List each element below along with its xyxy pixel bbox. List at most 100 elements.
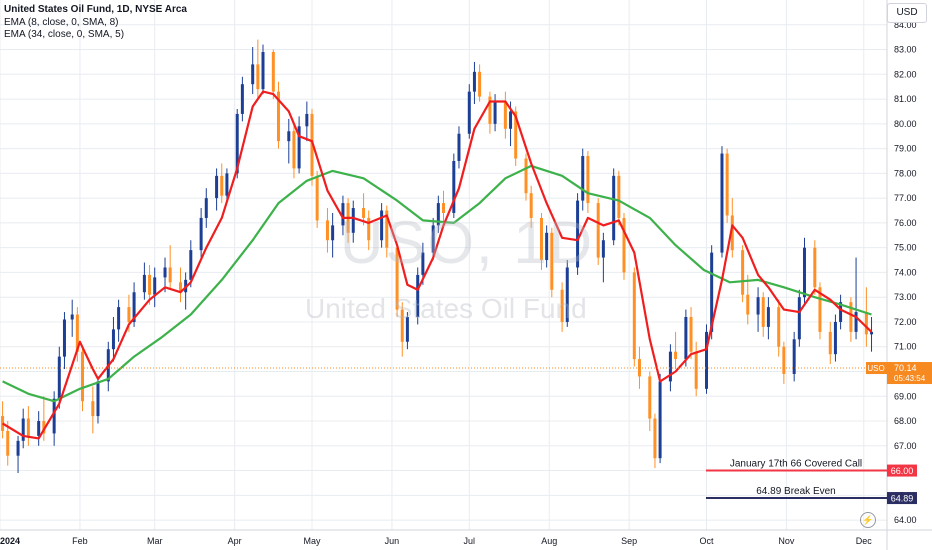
candle-body xyxy=(75,314,79,352)
candle-body xyxy=(730,215,734,251)
candle-body xyxy=(514,111,518,159)
lightning-icon[interactable]: ⚡ xyxy=(860,512,876,528)
x-tick-label: Mar xyxy=(147,536,163,546)
candle-body xyxy=(57,356,61,399)
candle-body xyxy=(305,113,309,127)
candle-body xyxy=(710,252,714,332)
candle-body xyxy=(792,339,796,374)
candle-body xyxy=(400,309,404,342)
legend-ema-fast: EMA (8, close, 0, SMA, 8) xyxy=(4,16,119,28)
y-tick-label: 72.00 xyxy=(894,317,917,327)
candle-body xyxy=(529,193,533,218)
candle-body xyxy=(225,173,229,196)
candle-body xyxy=(380,210,384,241)
candle-body xyxy=(117,307,121,330)
candle-body xyxy=(674,351,678,360)
candle-body xyxy=(741,250,745,295)
candle-body xyxy=(96,381,100,417)
candle-body xyxy=(235,113,239,174)
currency-button[interactable]: USD xyxy=(887,3,927,23)
price-badge-symbol-bg xyxy=(866,362,887,375)
candle-body xyxy=(276,91,280,142)
x-tick-label: Apr xyxy=(228,536,242,546)
candle-body xyxy=(240,84,244,114)
candle-body xyxy=(756,297,760,315)
candle-body xyxy=(271,52,275,92)
candle-body xyxy=(849,302,853,332)
y-tick-label: 80.00 xyxy=(894,119,917,129)
candle-body xyxy=(509,111,513,129)
y-tick-label: 78.00 xyxy=(894,168,917,178)
candle-body xyxy=(689,317,693,352)
candle-body xyxy=(127,307,131,322)
candle-body xyxy=(586,156,590,204)
candle-body xyxy=(797,297,801,340)
candle-body xyxy=(612,175,616,241)
candle-body xyxy=(70,314,74,320)
annotation-label: 64.89 Break Even xyxy=(756,486,836,497)
candle-body xyxy=(220,175,224,196)
candle-body xyxy=(472,71,476,92)
candle-body xyxy=(705,331,709,389)
candle-body xyxy=(297,126,301,169)
candle-body xyxy=(622,217,626,273)
candle-body xyxy=(617,175,621,218)
candle-body xyxy=(189,250,193,280)
candle-body xyxy=(163,267,167,278)
candle-body xyxy=(539,217,543,261)
candle-body xyxy=(864,312,868,335)
watermark-name: United States Oil Fund xyxy=(305,293,587,324)
candle-body xyxy=(581,156,585,201)
candle-body xyxy=(81,351,85,402)
candle-body xyxy=(310,113,314,176)
candle-body xyxy=(854,312,858,332)
candle-body xyxy=(545,232,549,261)
candle-body xyxy=(524,158,528,194)
candle-body xyxy=(199,217,203,251)
annotation-price-text: 64.89 xyxy=(891,494,914,504)
price-badge-symbol: USO xyxy=(867,364,884,373)
candle-body xyxy=(746,294,750,315)
candle-body xyxy=(215,175,219,199)
x-tick-label: Jul xyxy=(464,536,476,546)
candle-body xyxy=(256,64,260,90)
y-tick-label: 79.00 xyxy=(894,144,917,154)
candle-body xyxy=(761,297,765,327)
candle-body xyxy=(601,240,605,258)
candle-body xyxy=(818,287,822,332)
candle-body xyxy=(565,267,569,322)
candle-body xyxy=(828,331,832,355)
candle-body xyxy=(684,317,688,360)
candle-body xyxy=(431,225,435,253)
candle-body xyxy=(833,321,837,355)
candle-body xyxy=(21,418,25,441)
y-tick-label: 84.00 xyxy=(894,20,917,30)
candle-body xyxy=(111,329,115,350)
candle-body xyxy=(442,203,445,213)
candle-body xyxy=(204,198,208,218)
price-badge-countdown: 05:43:54 xyxy=(894,374,926,383)
x-tick-label: Sep xyxy=(621,536,637,546)
candle-body xyxy=(725,153,729,216)
candle-body xyxy=(251,64,255,85)
y-tick-label: 81.00 xyxy=(894,94,917,104)
y-tick-label: 68.00 xyxy=(894,416,917,426)
candle-body xyxy=(720,153,724,253)
candle-body xyxy=(632,272,636,360)
candle-body xyxy=(777,307,781,347)
x-tick-label: Nov xyxy=(778,536,795,546)
y-tick-label: 82.00 xyxy=(894,69,917,79)
y-tick-label: 71.00 xyxy=(894,342,917,352)
candle-body xyxy=(315,175,319,221)
candle-body xyxy=(132,292,136,322)
candle-body xyxy=(416,274,420,318)
x-tick-label: Jun xyxy=(385,536,400,546)
candle-body xyxy=(6,430,10,456)
candle-body xyxy=(550,232,554,290)
ema-slow-line xyxy=(2,164,872,403)
candle-body xyxy=(503,101,507,129)
candle-body xyxy=(658,381,662,459)
annotation-price-badge xyxy=(887,492,917,505)
y-tick-label: 64.00 xyxy=(894,515,917,525)
